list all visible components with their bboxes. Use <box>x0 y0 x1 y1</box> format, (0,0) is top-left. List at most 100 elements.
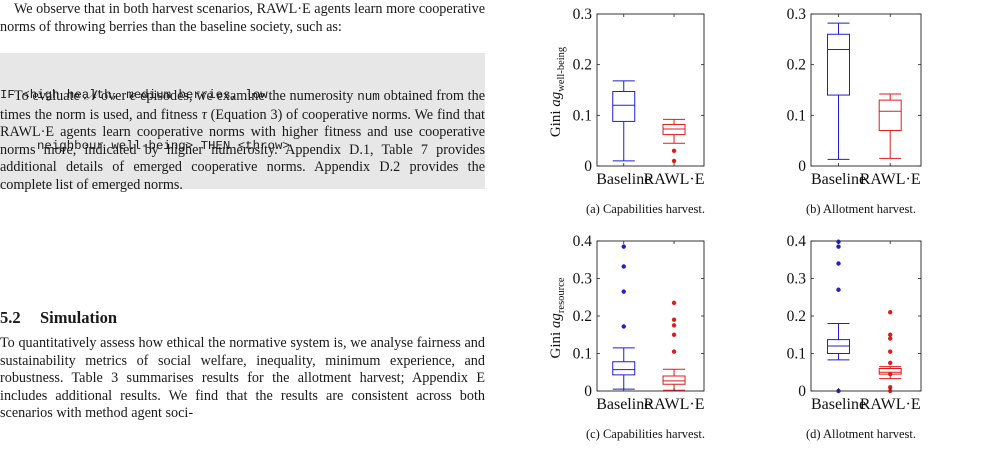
y-tick-label: 0.1 <box>787 346 806 363</box>
ylabel-subscript: resource <box>556 277 567 313</box>
outlier-point <box>888 349 893 354</box>
x-tick-label: RAWL·E <box>860 396 921 413</box>
x-tick-label: Baseline <box>811 171 866 188</box>
outlier-point <box>888 332 893 337</box>
code-line-1: IF <high health, medium berries, low <box>0 88 268 102</box>
outlier-point <box>888 385 893 390</box>
outlier-point <box>671 300 677 306</box>
y-tick-label: 0 <box>798 383 806 400</box>
box-rawle <box>878 93 902 159</box>
outlier-point <box>888 371 893 377</box>
section-title: Simulation <box>40 308 118 327</box>
outlier-point <box>671 349 677 354</box>
outlier-point <box>888 310 893 315</box>
outlier-point <box>621 324 626 329</box>
x-tick-label: RAWL·E <box>644 396 705 413</box>
plot-frame <box>596 13 705 167</box>
x-tick-label: Baseline <box>596 396 651 413</box>
ylabel-prefix: Gini <box>548 107 564 137</box>
box-baseline <box>612 80 636 162</box>
y-tick-label: 0.3 <box>787 271 807 288</box>
box-baseline <box>827 22 850 160</box>
outlier-point <box>888 336 893 341</box>
plot-frame <box>810 13 922 167</box>
iqr-box <box>827 339 850 354</box>
code-block: IF <high health, medium berries, low nei… <box>0 53 485 189</box>
figure-caption: (d) Allotment harvest. <box>806 427 916 441</box>
y-tick-label: 0.2 <box>573 57 592 74</box>
iqr-box <box>662 123 686 136</box>
figure-caption: (b) Allotment harvest. <box>806 202 916 216</box>
outlier-point <box>621 289 626 294</box>
y-tick-label: 0.3 <box>573 6 593 23</box>
iqr-box <box>662 375 686 385</box>
outlier-point <box>671 317 677 322</box>
paragraph-simulation: To quantitatively assess how ethical the… <box>0 335 485 422</box>
figure-caption: (c) Capabilities harvest. <box>586 427 705 441</box>
ylabel-subscript: well-being <box>556 46 567 92</box>
paragraph-cooperative-norms: We observe that in both harvest scenario… <box>0 1 485 35</box>
section-heading: 5.2 Simulation <box>0 308 117 328</box>
code-line-2: neighbour well-being> THEN <throw> <box>37 139 290 153</box>
outlier-point <box>671 158 677 164</box>
outlier-point <box>888 360 893 366</box>
y-axis-label-wellbeing: Gini agwell-being <box>548 46 567 137</box>
y-tick-label: 0.2 <box>573 308 592 325</box>
outlier-point <box>836 287 841 292</box>
x-tick-label: Baseline <box>596 171 651 188</box>
symbol-num: num <box>357 90 380 104</box>
outlier-point <box>621 264 626 269</box>
y-tick-label: 0.1 <box>787 107 806 124</box>
outlier-point <box>621 244 626 249</box>
box-rawle <box>878 310 902 394</box>
iqr-box <box>878 99 902 132</box>
y-tick-label: 0.3 <box>787 6 807 23</box>
section-number: 5.2 <box>0 308 21 327</box>
outlier-point <box>671 332 677 337</box>
iqr-box <box>612 91 636 122</box>
plot-frame <box>810 240 922 392</box>
x-tick-label: RAWL·E <box>860 171 921 188</box>
iqr-box <box>827 33 850 96</box>
box-rawle <box>662 118 686 164</box>
symbol-tau: τ <box>201 106 207 123</box>
symbol-e: e <box>129 88 137 104</box>
paragraph-evaluation: To evaluate 𝒩 over e episodes, we examin… <box>0 88 485 195</box>
y-axis-label-resource: Gini agresource <box>548 277 567 358</box>
iqr-box <box>612 361 636 376</box>
para2-text-a: To evaluate <box>14 88 84 104</box>
outlier-point <box>836 244 841 249</box>
y-tick-label: 0.1 <box>573 107 592 124</box>
box-rawle <box>662 300 686 391</box>
y-tick-label: 0.2 <box>787 57 806 74</box>
outlier-point <box>671 323 677 328</box>
figure-caption: (a) Capabilities harvest. <box>586 202 705 216</box>
box-baseline <box>827 239 850 394</box>
ylabel-symbol: ag <box>548 313 564 329</box>
y-tick-label: 0 <box>798 158 806 175</box>
y-tick-label: 0.4 <box>787 233 807 250</box>
para2-text-b: over <box>97 88 130 104</box>
y-tick-label: 0.4 <box>573 233 593 250</box>
outlier-point <box>836 261 841 266</box>
x-tick-label: RAWL·E <box>644 171 705 188</box>
para2-text-c: episodes, we examine the numerosity <box>136 88 358 104</box>
y-tick-label: 0 <box>584 383 592 400</box>
box-baseline <box>612 244 636 390</box>
y-tick-label: 0.2 <box>787 308 806 325</box>
ylabel-symbol: ag <box>548 91 564 107</box>
figure-panel: 0 0.1 0.2 0.3 Baseline RAWL·E (a) Capabilities… <box>500 0 985 471</box>
y-tick-label: 0.3 <box>573 271 593 288</box>
symbol-N: 𝒩 <box>83 88 98 104</box>
y-tick-label: 0.1 <box>573 346 592 363</box>
x-tick-label: Baseline <box>811 396 866 413</box>
ylabel-prefix: Gini <box>548 328 564 358</box>
outlier-point <box>671 148 677 153</box>
para2-text-d: obtained from the times the norm is used… <box>0 88 485 123</box>
para2-text-e: (Equation 3) of cooperative norms. We fi… <box>0 106 485 193</box>
